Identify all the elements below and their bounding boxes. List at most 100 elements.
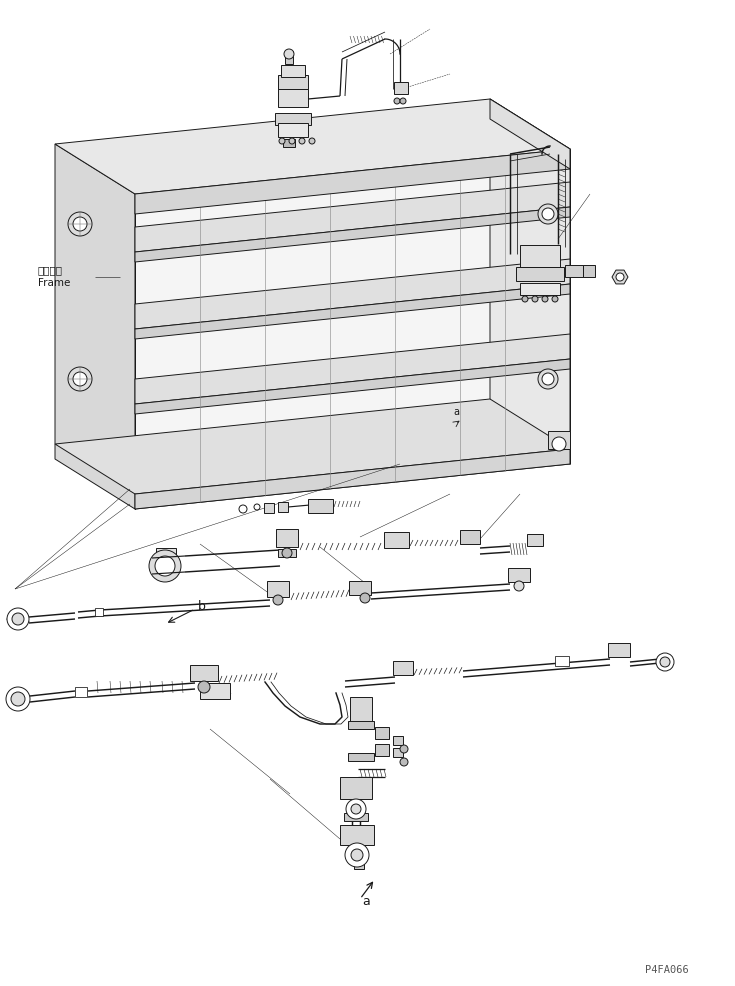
Polygon shape [490, 100, 570, 464]
Circle shape [345, 843, 369, 867]
Bar [565, 266, 583, 278]
Bar [350, 697, 372, 730]
Polygon shape [612, 271, 628, 285]
Polygon shape [135, 182, 570, 252]
Bar [460, 530, 480, 544]
Bar [348, 722, 374, 730]
Polygon shape [135, 285, 570, 339]
Bar [349, 582, 371, 596]
Polygon shape [135, 150, 570, 510]
Circle shape [542, 297, 548, 303]
Polygon shape [55, 145, 135, 510]
Bar [190, 666, 218, 681]
Circle shape [552, 438, 566, 452]
Bar [375, 728, 389, 740]
Bar [344, 813, 368, 821]
Bar [394, 83, 408, 95]
Polygon shape [135, 150, 570, 215]
Circle shape [360, 594, 370, 603]
Bar [200, 683, 230, 699]
Bar [278, 549, 296, 557]
Circle shape [660, 658, 670, 668]
Circle shape [351, 849, 363, 861]
Bar [285, 52, 293, 65]
Bar [555, 657, 569, 667]
Text: a: a [453, 406, 459, 416]
Circle shape [12, 613, 24, 625]
Bar [156, 548, 176, 564]
Circle shape [400, 758, 408, 766]
Bar [520, 284, 560, 296]
Circle shape [73, 373, 87, 387]
Circle shape [542, 209, 554, 221]
Circle shape [532, 297, 538, 303]
Bar [348, 753, 374, 761]
Circle shape [514, 582, 524, 592]
Circle shape [68, 213, 92, 237]
Circle shape [155, 556, 175, 577]
Circle shape [538, 205, 558, 225]
Bar [527, 534, 543, 546]
Circle shape [289, 139, 295, 145]
Bar [375, 744, 389, 756]
Circle shape [254, 505, 260, 511]
Circle shape [198, 681, 210, 693]
Bar [283, 140, 295, 148]
Circle shape [149, 550, 181, 583]
Bar [278, 503, 288, 513]
Text: フレーム: フレーム [38, 264, 63, 275]
Circle shape [400, 99, 406, 105]
Circle shape [11, 692, 25, 706]
Text: a: a [362, 894, 370, 907]
Circle shape [394, 99, 400, 105]
Circle shape [616, 274, 624, 282]
Polygon shape [135, 450, 570, 510]
Polygon shape [55, 100, 570, 195]
Bar [75, 687, 87, 697]
Bar [264, 504, 274, 514]
Bar [267, 582, 289, 598]
Text: Frame: Frame [38, 278, 71, 288]
Bar [583, 266, 595, 278]
Polygon shape [135, 208, 570, 262]
Circle shape [542, 374, 554, 386]
Circle shape [282, 548, 292, 558]
Circle shape [239, 506, 247, 514]
Bar [276, 529, 298, 547]
Circle shape [351, 805, 361, 814]
Bar [520, 246, 560, 268]
Bar [508, 568, 530, 583]
Bar [308, 500, 333, 514]
Polygon shape [135, 360, 570, 414]
Bar [281, 66, 305, 78]
Circle shape [7, 608, 29, 630]
Polygon shape [135, 334, 570, 404]
Circle shape [552, 297, 558, 303]
Circle shape [279, 139, 285, 145]
Circle shape [522, 297, 528, 303]
Circle shape [656, 654, 674, 671]
Bar [278, 124, 308, 138]
Circle shape [309, 139, 315, 145]
Bar [393, 737, 403, 745]
Polygon shape [490, 100, 570, 170]
Text: b: b [198, 599, 206, 613]
Bar [384, 532, 409, 548]
Bar [275, 114, 311, 126]
Bar [548, 432, 570, 450]
Circle shape [284, 50, 294, 60]
Bar [278, 90, 308, 107]
Circle shape [6, 687, 30, 711]
Circle shape [538, 370, 558, 389]
Circle shape [400, 745, 408, 753]
Bar [608, 643, 630, 658]
Circle shape [299, 139, 305, 145]
Circle shape [273, 596, 283, 605]
Bar [95, 608, 103, 616]
Bar [278, 76, 308, 90]
Bar [340, 777, 372, 800]
Circle shape [68, 368, 92, 391]
Text: P4FA066: P4FA066 [645, 964, 689, 974]
Circle shape [73, 218, 87, 232]
Bar [354, 862, 364, 869]
